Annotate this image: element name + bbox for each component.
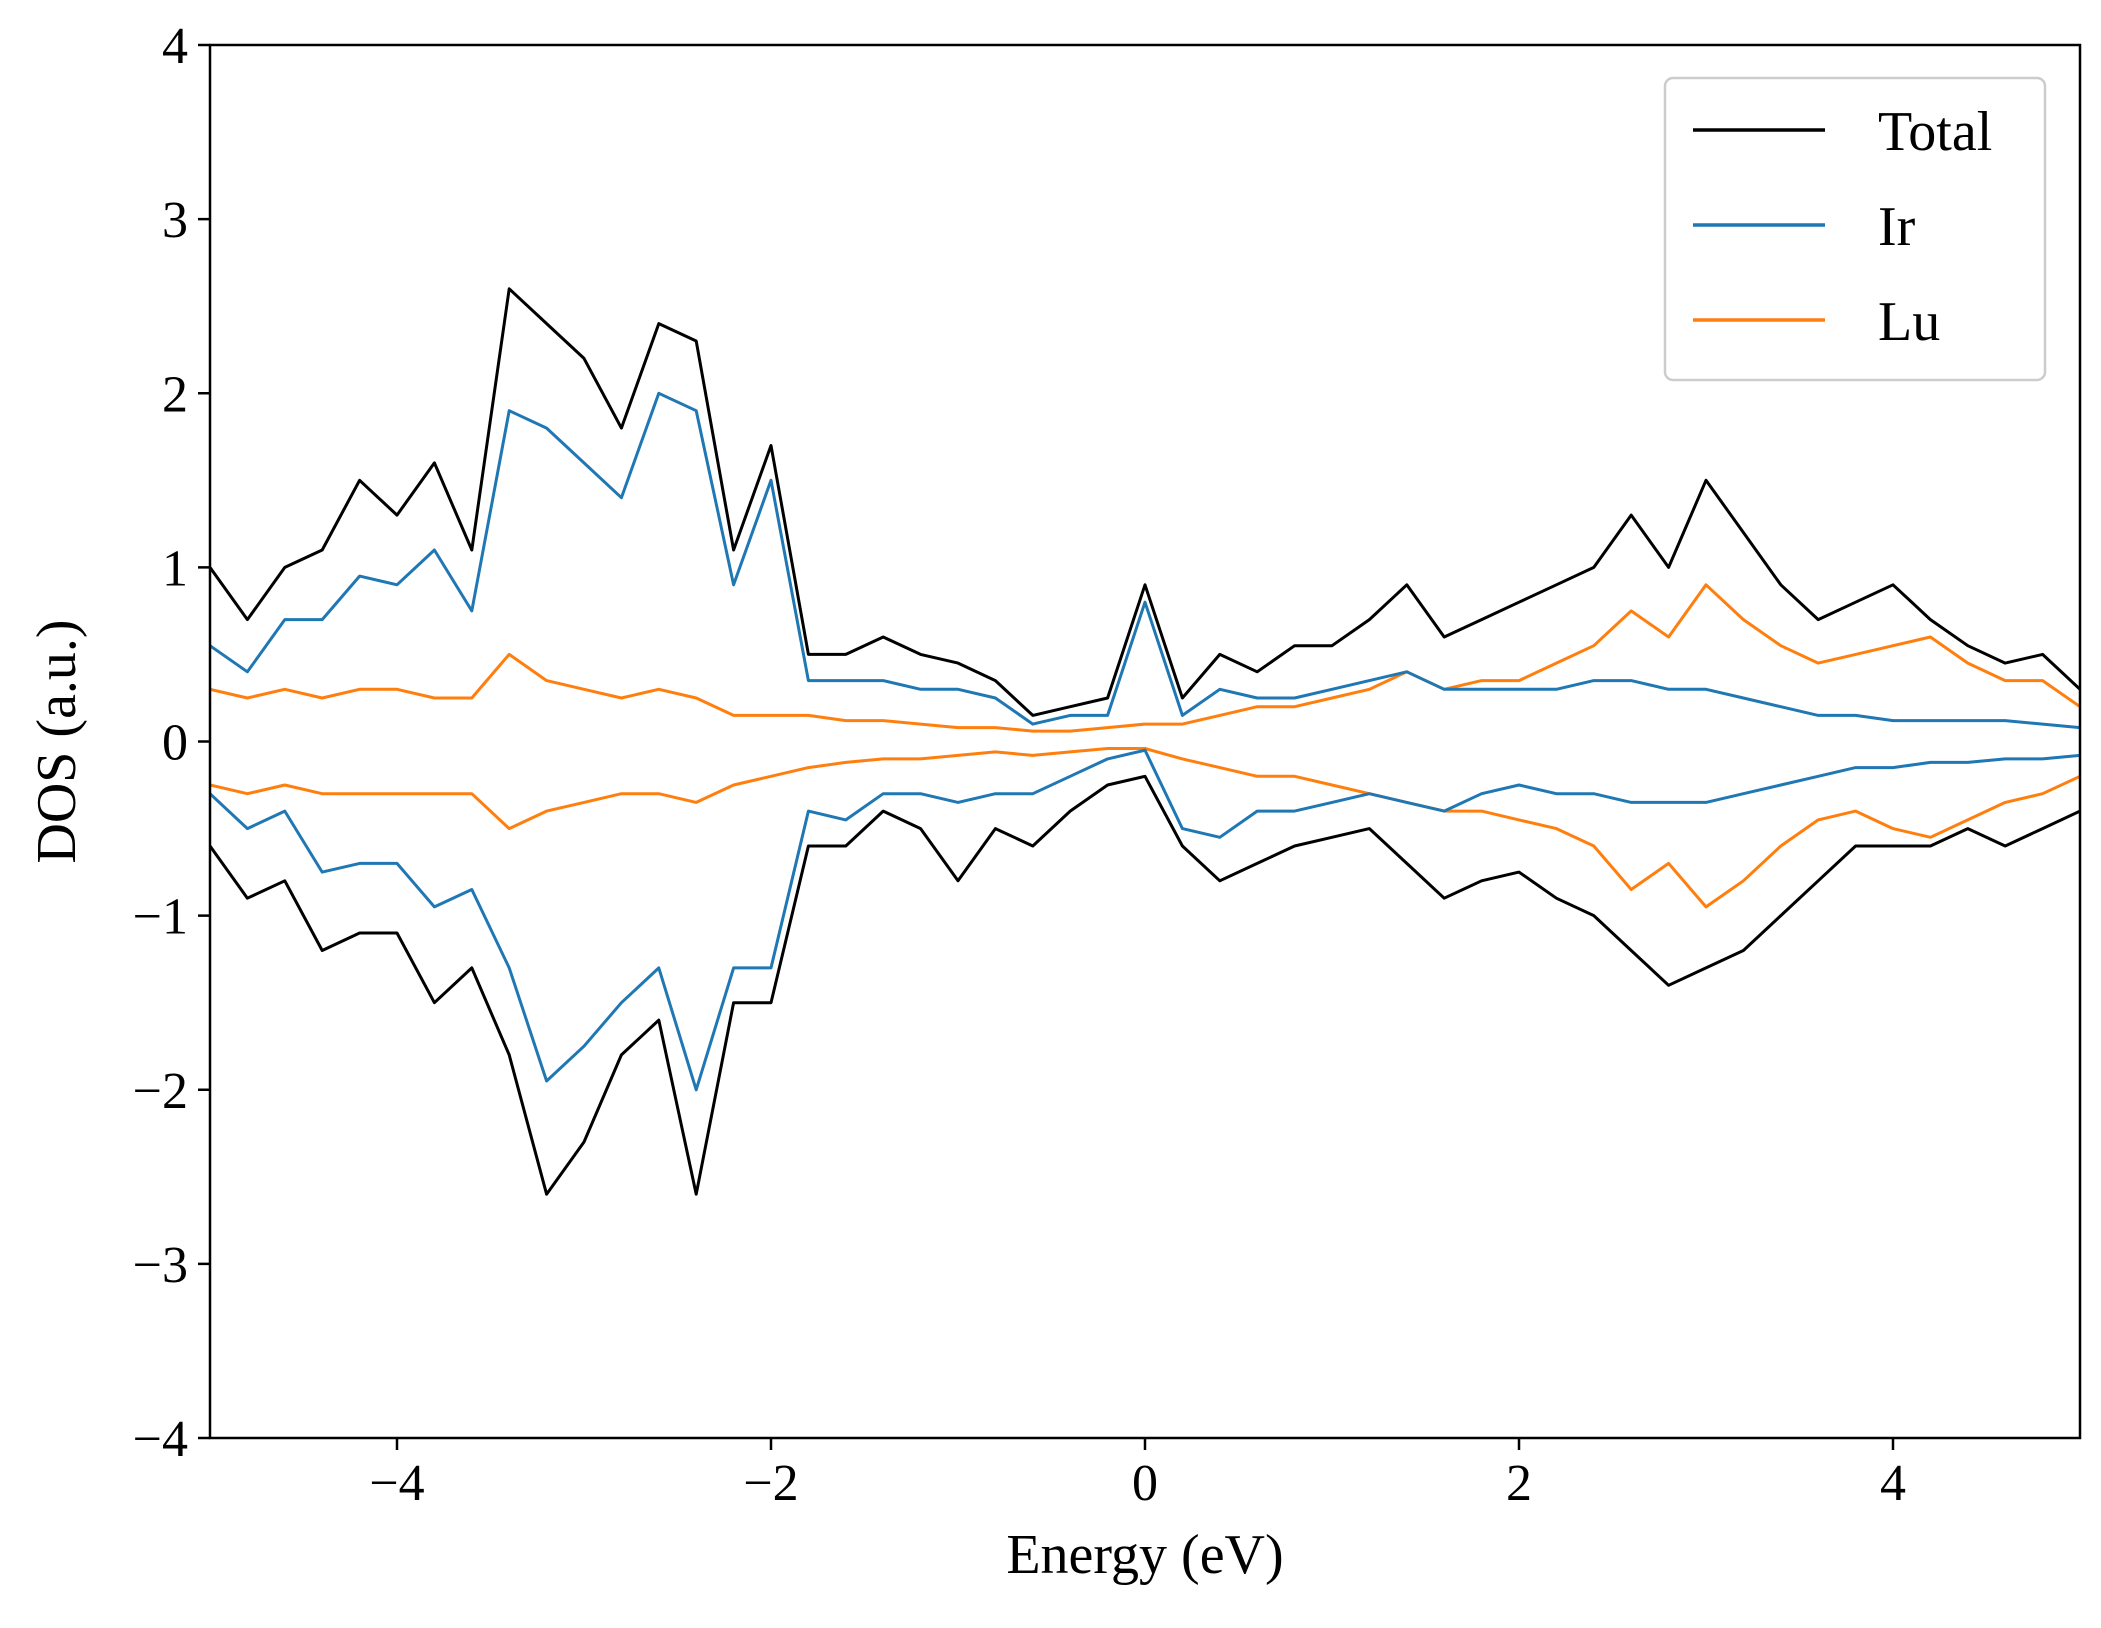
y-tick-label: 2 <box>162 366 188 423</box>
y-tick-label: −3 <box>133 1237 188 1294</box>
x-tick-label: 2 <box>1506 1455 1532 1512</box>
plot-lines <box>210 287 2080 1196</box>
legend-box <box>1663 76 2047 382</box>
y-axis-ticks: −4 −3 −2 −1 0 1 2 3 4 <box>133 18 210 1468</box>
x-tick-label: 4 <box>1880 1455 1906 1512</box>
series-line-lu-spin-down <box>210 747 2080 909</box>
y-tick-label: 0 <box>162 715 188 772</box>
legend-label-lu: Lu <box>1878 291 1940 353</box>
series-line-total-spin-down <box>210 774 2080 1196</box>
y-tick-label: −1 <box>133 889 188 946</box>
series-line-ir-spin-up <box>210 391 2080 730</box>
series-line-ir-spin-down <box>210 748 2080 1092</box>
y-tick-label: 1 <box>162 540 188 597</box>
y-tick-label: −4 <box>133 1411 188 1468</box>
x-axis-title: Energy (eV) <box>1006 1524 1283 1586</box>
series-line-total-spin-up <box>210 287 2080 717</box>
y-axis-title: DOS (a.u.) <box>26 619 88 863</box>
legend-label-ir: Ir <box>1878 196 1916 258</box>
x-tick-label: −4 <box>369 1455 424 1512</box>
x-axis-ticks: −4 −2 0 2 4 <box>369 1438 1906 1512</box>
legend-label-total: Total <box>1878 101 1992 163</box>
y-tick-label: 3 <box>162 192 188 249</box>
legend: Total Ir Lu <box>1663 76 2047 382</box>
series-line-lu-spin-up <box>210 583 2080 733</box>
x-tick-label: 0 <box>1132 1455 1158 1512</box>
y-tick-label: −2 <box>133 1063 188 1120</box>
x-tick-label: −2 <box>743 1455 798 1512</box>
y-tick-label: 4 <box>162 18 188 75</box>
